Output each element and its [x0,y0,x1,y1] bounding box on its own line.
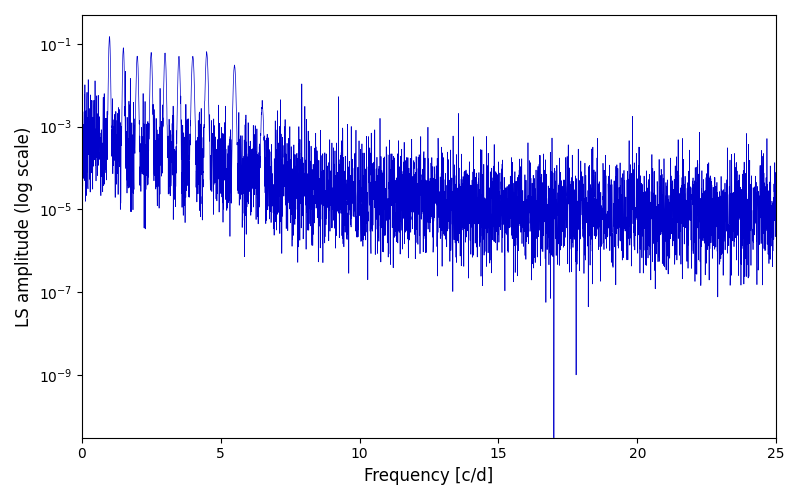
X-axis label: Frequency [c/d]: Frequency [c/d] [364,467,494,485]
Y-axis label: LS amplitude (log scale): LS amplitude (log scale) [15,126,33,326]
